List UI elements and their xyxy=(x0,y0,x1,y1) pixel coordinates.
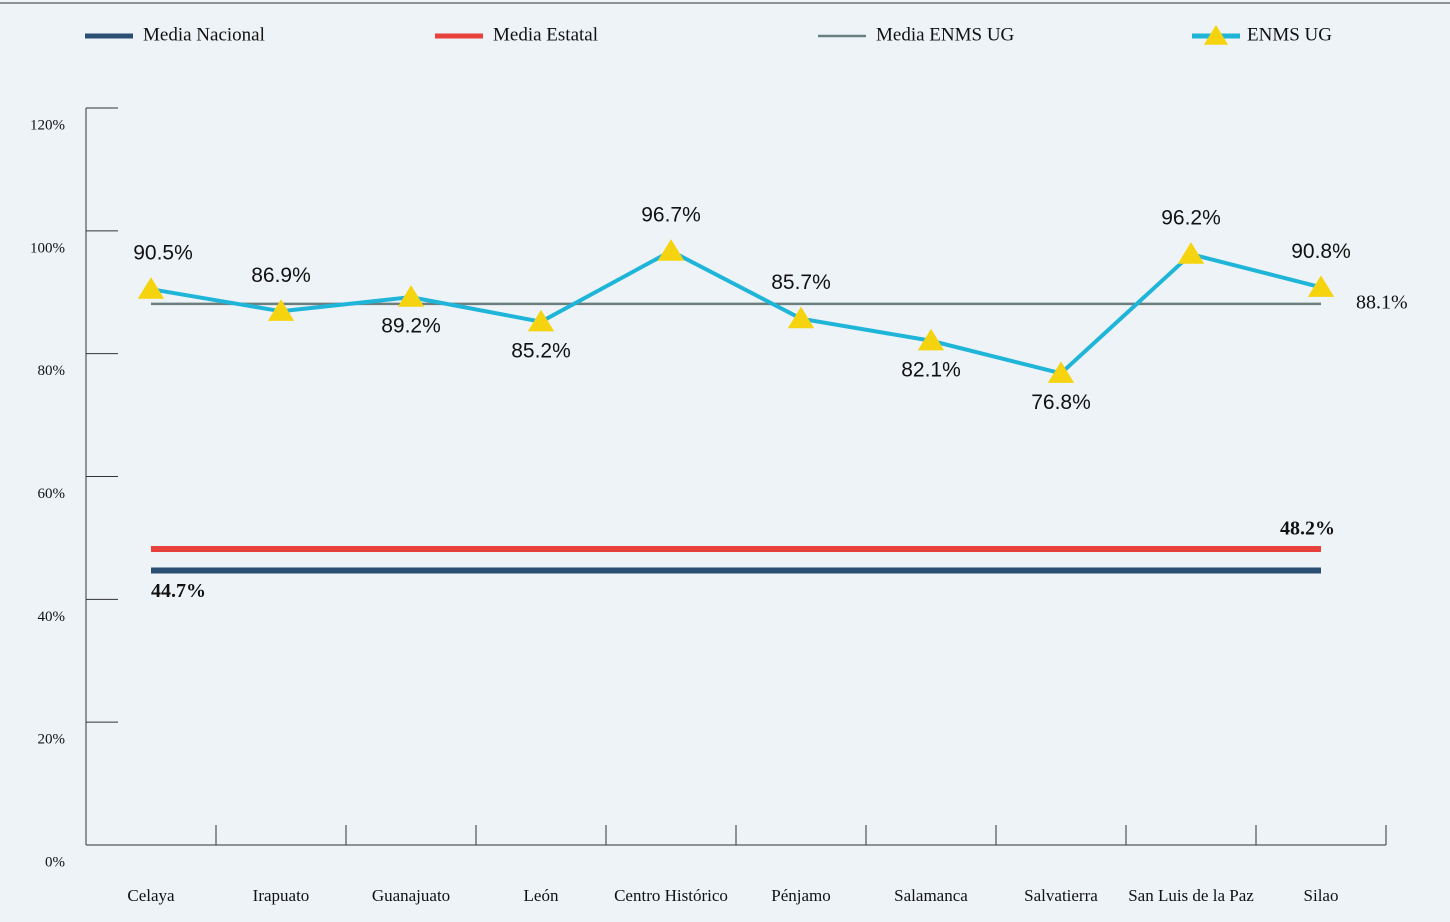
x-tick-label: Centro Histórico xyxy=(614,886,728,905)
legend-label: Media Nacional xyxy=(143,24,265,45)
data-label: 90.8% xyxy=(1291,240,1351,263)
x-tick-label: Celaya xyxy=(127,886,175,905)
marker xyxy=(917,328,945,351)
x-tick-label: Guanajuato xyxy=(372,886,450,905)
y-tick-label: 80% xyxy=(38,363,66,379)
legend-label: Media Estatal xyxy=(493,24,598,45)
y-tick-label: 20% xyxy=(38,732,66,748)
data-label: 82.1% xyxy=(901,358,961,381)
marker xyxy=(1047,361,1075,383)
x-tick-label: Salamanca xyxy=(894,886,968,905)
data-label: 86.9% xyxy=(251,264,311,287)
data-label: 90.5% xyxy=(133,242,193,265)
marker xyxy=(527,309,555,332)
y-tick-label: 0% xyxy=(45,854,65,870)
y-tick-label: 100% xyxy=(30,240,65,256)
data-label: 85.2% xyxy=(511,339,571,362)
x-tick-label: Pénjamo xyxy=(771,886,831,905)
marker xyxy=(1177,242,1205,264)
marker xyxy=(267,299,295,321)
y-tick-label: 40% xyxy=(38,609,66,625)
marker xyxy=(397,285,425,307)
y-tick-label: 60% xyxy=(38,486,66,502)
x-tick-label: Silao xyxy=(1304,886,1339,905)
data-label: 76.8% xyxy=(1031,391,1091,414)
data-label: 96.7% xyxy=(641,204,701,227)
marker xyxy=(657,239,685,261)
data-label: 96.2% xyxy=(1161,207,1221,230)
reference-label: 88.1% xyxy=(1356,292,1408,314)
marker xyxy=(1307,275,1335,297)
legend-label: Media ENMS UG xyxy=(876,24,1015,45)
reference-label: 44.7% xyxy=(151,580,206,602)
x-tick-label: León xyxy=(524,886,559,905)
data-label: 85.7% xyxy=(771,271,831,294)
legend-marker xyxy=(1203,25,1229,45)
x-tick-label: San Luis de la Paz xyxy=(1128,886,1254,905)
data-label: 89.2% xyxy=(381,315,441,338)
y-tick-label: 120% xyxy=(30,117,65,133)
x-tick-label: Salvatierra xyxy=(1024,886,1098,905)
series-line xyxy=(150,248,1322,376)
x-tick-label: Irapuato xyxy=(253,886,310,905)
marker xyxy=(787,306,815,329)
marker xyxy=(137,277,165,299)
legend-label: ENMS UG xyxy=(1247,24,1332,45)
reference-label: 48.2% xyxy=(1280,518,1335,540)
